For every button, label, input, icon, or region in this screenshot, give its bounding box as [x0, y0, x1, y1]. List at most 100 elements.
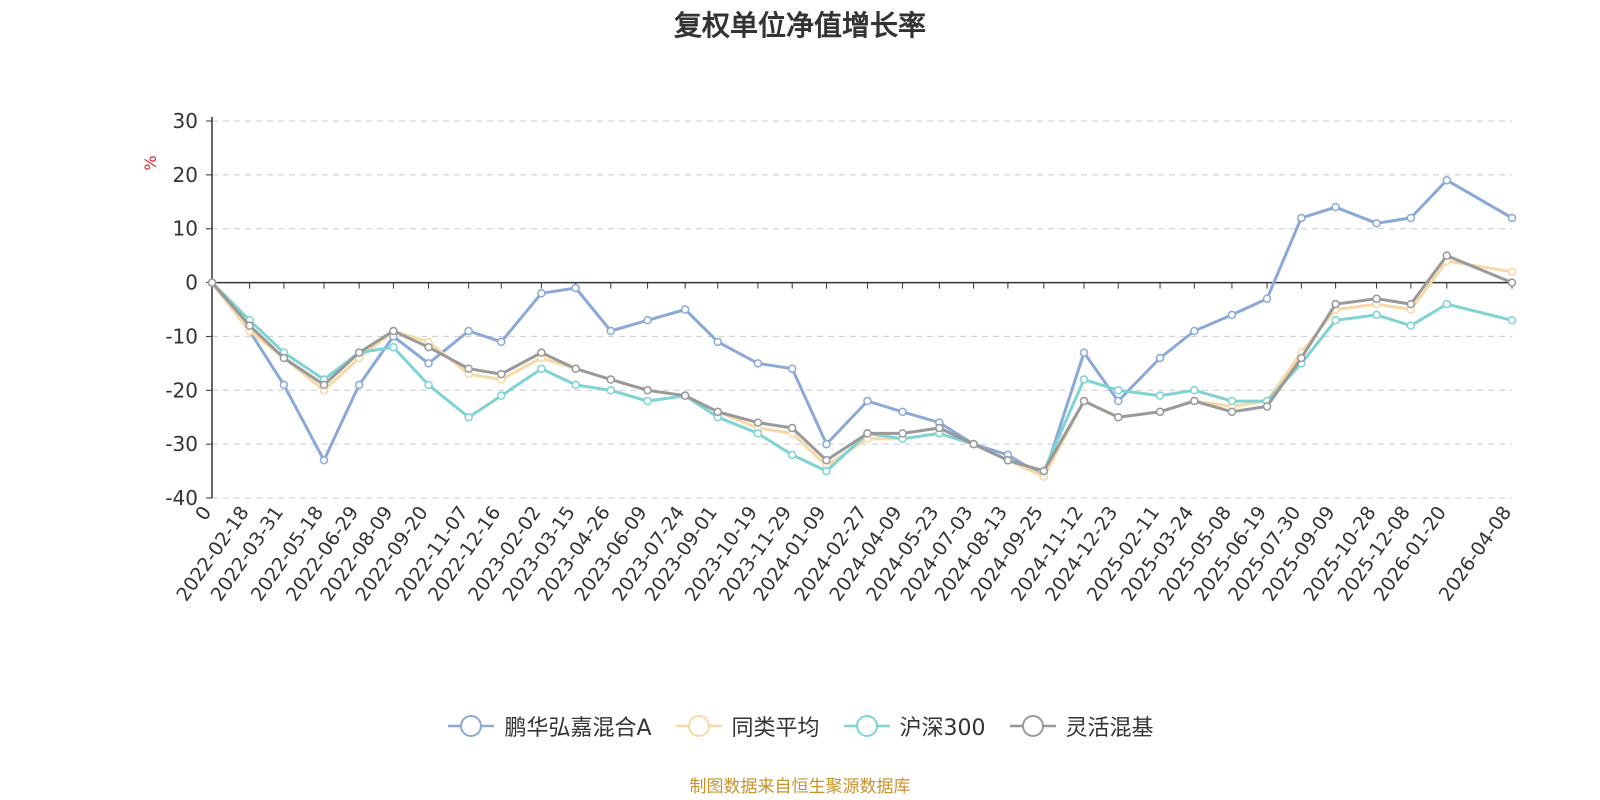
- legend-marker-icon: [1009, 715, 1056, 737]
- series-point: [319, 456, 329, 465]
- series-point: [1297, 213, 1306, 223]
- series-point: [898, 429, 907, 438]
- series-point: [571, 364, 580, 373]
- series-point: [207, 278, 217, 287]
- series-point: [680, 305, 690, 314]
- axes: 3020100-10-20-30-4002022-02-182022-03-31…: [165, 109, 1516, 605]
- series-point: [464, 326, 473, 336]
- series-point: [753, 359, 763, 368]
- series-point: [1507, 316, 1517, 325]
- series-point: [606, 386, 616, 395]
- series-point: [571, 283, 580, 293]
- series-line-3: [210, 254, 1513, 473]
- series-point: [424, 342, 433, 352]
- series-point: [1003, 456, 1013, 465]
- series-point: [497, 337, 506, 347]
- series-point: [1262, 402, 1272, 411]
- series-point: [753, 429, 763, 438]
- series-point: [1155, 407, 1165, 417]
- series-point: [863, 396, 872, 406]
- series-point: [1442, 251, 1452, 260]
- series-point: [1442, 299, 1452, 309]
- legend-marker-icon: [843, 715, 890, 737]
- series-point: [424, 359, 433, 368]
- series-point: [245, 321, 254, 330]
- legend: 鹏华弘嘉混合A 同类平均 沪深300 灵活混基: [0, 710, 1600, 742]
- series-point: [643, 316, 652, 325]
- series-point: [1113, 412, 1123, 422]
- legend-marker-icon: [675, 715, 722, 737]
- legend-label: 灵活混基: [1065, 716, 1154, 741]
- series-point: [1262, 294, 1272, 303]
- y-tick-label: 30: [173, 109, 198, 133]
- y-tick-label: 10: [173, 217, 198, 241]
- series-point: [497, 391, 506, 400]
- series-line-2: [210, 281, 1513, 473]
- legend-item[interactable]: 灵活混基: [1008, 710, 1154, 742]
- series-point: [1372, 219, 1381, 228]
- series-point: [1406, 299, 1416, 309]
- series-point: [497, 369, 506, 379]
- legend-label: 沪深300: [899, 716, 986, 741]
- legend-marker-icon: [448, 715, 495, 737]
- series-point: [1507, 267, 1517, 277]
- series-point: [713, 407, 723, 417]
- series-point: [389, 342, 398, 352]
- series-point: [1507, 278, 1517, 287]
- series-point: [1297, 353, 1306, 363]
- series-point: [863, 429, 872, 438]
- y-tick-label: 0: [185, 271, 198, 295]
- series-point: [537, 289, 546, 298]
- series-point: [643, 396, 652, 406]
- y-tick-label: -10: [165, 324, 198, 348]
- legend-item[interactable]: 同类平均: [674, 710, 820, 742]
- series-point: [279, 353, 289, 363]
- series-point: [1227, 396, 1237, 406]
- series-point: [1113, 396, 1123, 406]
- series-point: [464, 412, 473, 422]
- series-point: [1331, 299, 1340, 309]
- series-point: [1155, 391, 1165, 400]
- series-point: [464, 364, 473, 373]
- series-point: [606, 375, 616, 384]
- series-point: [1331, 316, 1340, 325]
- legend-item[interactable]: 鹏华弘嘉混合A: [446, 710, 652, 742]
- series-point: [1190, 326, 1199, 336]
- series-point: [1079, 375, 1089, 384]
- series-point: [354, 380, 364, 390]
- series-point: [1331, 202, 1340, 212]
- series-point: [935, 423, 944, 433]
- series-point: [1039, 466, 1049, 476]
- series-lines: [207, 175, 1517, 481]
- y-tick-label: -40: [165, 486, 198, 510]
- legend-label: 同类平均: [731, 716, 820, 741]
- data-source-note: 制图数据来自恒生聚源数据库: [689, 777, 911, 797]
- x-tick-label: 0: [191, 502, 216, 525]
- y-tick-label: -20: [165, 378, 198, 402]
- series-point: [1227, 310, 1237, 320]
- series-point: [713, 337, 723, 347]
- y-tick-label: 20: [173, 163, 198, 187]
- series-line-0: [210, 178, 1513, 478]
- series-point: [1507, 213, 1517, 223]
- series-point: [606, 326, 616, 336]
- series-point: [787, 450, 797, 460]
- series-point: [1372, 310, 1381, 320]
- series-point: [753, 418, 763, 427]
- series-point: [1190, 396, 1199, 406]
- series-point: [898, 407, 907, 417]
- series-point: [822, 439, 831, 449]
- series-point: [1155, 353, 1165, 363]
- series-point: [1190, 386, 1199, 395]
- series-point: [319, 380, 329, 390]
- legend-item[interactable]: 沪深300: [842, 710, 986, 742]
- series-point: [354, 348, 364, 357]
- series-point: [424, 380, 433, 390]
- series-point: [389, 326, 398, 336]
- legend-label: 鹏华弘嘉混合A: [504, 716, 652, 741]
- series-point: [680, 391, 690, 400]
- series-point: [822, 456, 831, 465]
- series-point: [1113, 386, 1123, 395]
- series-point: [1442, 175, 1452, 185]
- series-point: [1406, 213, 1416, 223]
